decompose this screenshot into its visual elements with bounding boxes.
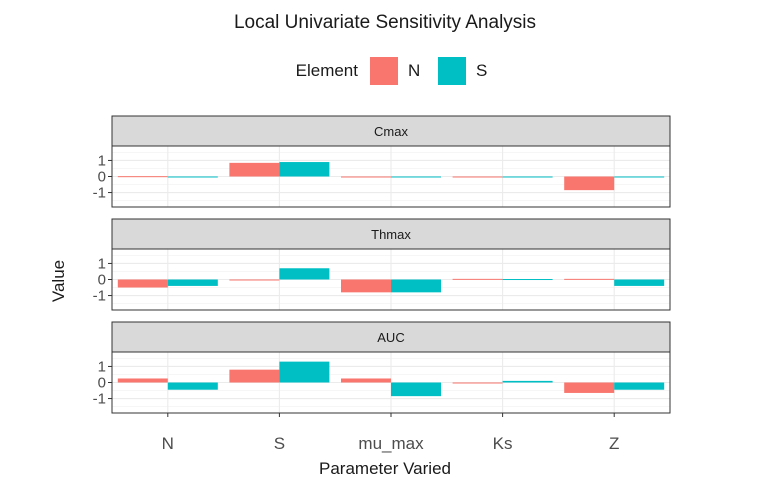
legend-title: Element	[296, 61, 359, 80]
bar-s-z	[614, 279, 665, 286]
facet-strip-label: Cmax	[374, 124, 408, 139]
facet-strip	[111, 218, 671, 250]
facet-strip	[111, 321, 671, 353]
bar-n-ks	[452, 176, 503, 178]
legend: Element N S	[296, 57, 487, 85]
bar-n-n	[117, 279, 168, 288]
bar-s-n	[167, 176, 218, 178]
y-tick-label: 1	[98, 152, 106, 169]
panel-auc: AUC -101	[93, 321, 671, 414]
bar-n-s	[229, 279, 280, 281]
legend-key-s	[438, 57, 466, 85]
bar-n-z	[564, 176, 615, 191]
bar-s-n	[167, 382, 218, 390]
bar-s-s	[279, 162, 330, 177]
bar-s-mu_max	[391, 382, 441, 397]
bar-s-mu_max	[391, 279, 441, 293]
legend-label-s: S	[476, 61, 487, 80]
y-tick-label: 0	[98, 375, 106, 392]
x-tick-label: Ks	[493, 434, 513, 453]
bar-n-s	[229, 369, 280, 383]
y-tick-label: -1	[93, 185, 106, 202]
chart-title: Local Univariate Sensitivity Analysis	[234, 12, 536, 33]
panel-cmax: Cmax -101	[93, 115, 671, 208]
bar-s-ks	[502, 176, 553, 178]
bar-n-mu_max	[341, 176, 391, 178]
y-tick-label: 0	[98, 169, 106, 186]
bar-n-n	[117, 378, 168, 383]
bar-n-z	[564, 382, 615, 393]
facet-strip-label: Thmax	[371, 227, 411, 242]
legend-key-n	[370, 57, 398, 85]
x-tick-label: mu_max	[358, 434, 424, 453]
x-tick-label: Z	[609, 434, 619, 453]
bar-s-mu_max	[391, 176, 441, 178]
y-axis-title: Value	[49, 260, 68, 302]
y-tick-label: 0	[98, 272, 106, 289]
bar-n-z	[564, 278, 615, 280]
bar-s-z	[614, 382, 665, 390]
y-tick-label: -1	[93, 391, 106, 408]
bar-n-mu_max	[341, 378, 391, 383]
y-tick-label: -1	[93, 288, 106, 305]
legend-label-n: N	[408, 61, 420, 80]
bar-s-ks	[502, 380, 553, 383]
facet-strip	[111, 115, 671, 147]
bar-s-ks	[502, 279, 553, 281]
x-axis-title: Parameter Varied	[319, 459, 451, 478]
bar-n-n	[117, 176, 168, 178]
bar-n-s	[229, 162, 280, 177]
bar-s-s	[279, 268, 330, 280]
bar-n-ks	[452, 278, 503, 280]
panel-thmax: Thmax -101	[93, 218, 671, 311]
y-tick-label: 1	[98, 358, 106, 375]
bar-s-n	[167, 279, 218, 286]
bar-s-s	[279, 361, 330, 383]
y-tick-label: 1	[98, 255, 106, 272]
bar-s-z	[614, 176, 665, 178]
facet-strip-label: AUC	[377, 330, 404, 345]
bar-n-mu_max	[341, 279, 391, 293]
x-tick-label: S	[274, 434, 285, 453]
x-tick-label: N	[162, 434, 174, 453]
bar-n-ks	[452, 382, 503, 384]
